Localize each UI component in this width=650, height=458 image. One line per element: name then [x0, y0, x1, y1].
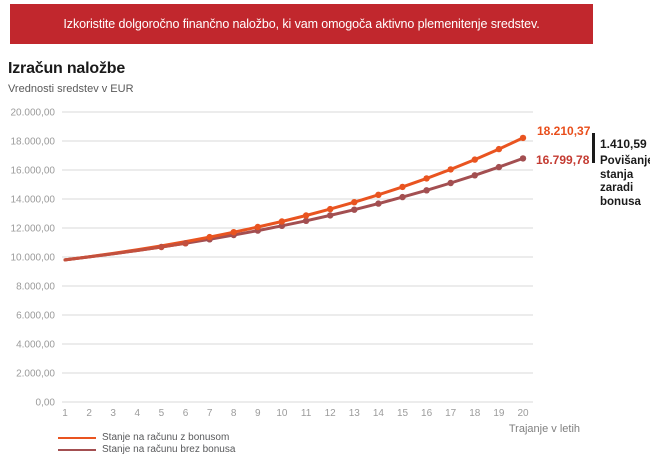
- svg-text:19: 19: [493, 408, 505, 419]
- svg-text:16.000,00: 16.000,00: [11, 166, 56, 177]
- legend-label-with-bonus: Stanje na računu z bonusom: [102, 432, 230, 443]
- legend-item-with-bonus: Stanje na računu z bonusom: [58, 432, 235, 443]
- svg-text:14: 14: [373, 408, 385, 419]
- svg-text:5: 5: [159, 408, 165, 419]
- svg-text:8: 8: [231, 408, 237, 419]
- svg-text:15: 15: [397, 408, 409, 419]
- page-title: Izračun naložbe: [8, 60, 126, 77]
- svg-text:20.000,00: 20.000,00: [11, 108, 56, 119]
- svg-text:0,00: 0,00: [36, 398, 56, 409]
- svg-text:10.000,00: 10.000,00: [11, 253, 56, 264]
- svg-text:Trajanje v letih: Trajanje v letih: [509, 423, 580, 435]
- svg-text:4: 4: [135, 408, 141, 419]
- svg-text:7: 7: [207, 408, 213, 419]
- svg-text:6: 6: [183, 408, 189, 419]
- svg-text:10: 10: [276, 408, 288, 419]
- chart-subtitle: Vrednosti sredstev v EUR: [8, 83, 134, 95]
- svg-text:8.000,00: 8.000,00: [16, 282, 55, 293]
- svg-text:6.000,00: 6.000,00: [16, 311, 55, 322]
- end-value-without-bonus: 16.799,78: [536, 153, 590, 167]
- svg-text:18.000,00: 18.000,00: [11, 137, 56, 148]
- legend-item-without-bonus: Stanje na računu brez bonusa: [58, 444, 235, 455]
- svg-text:20: 20: [517, 408, 529, 419]
- svg-text:13: 13: [349, 408, 361, 419]
- legend-swatch-without-bonus-icon: [58, 448, 96, 451]
- difference-label: Povišanje stanja zaradi bonusa: [600, 155, 650, 208]
- svg-text:1: 1: [62, 408, 68, 419]
- promo-banner-text: Izkoristite dolgoročno finančno naložbo,…: [63, 17, 540, 31]
- promo-banner: Izkoristite dolgoročno finančno naložbo,…: [10, 4, 593, 44]
- svg-text:2.000,00: 2.000,00: [16, 369, 55, 380]
- difference-bracket-bar: [592, 133, 595, 163]
- difference-value: 1.410,59: [600, 137, 647, 151]
- svg-text:2: 2: [86, 408, 92, 419]
- svg-text:16: 16: [421, 408, 433, 419]
- svg-text:9: 9: [255, 408, 261, 419]
- legend-swatch-with-bonus-icon: [58, 436, 96, 439]
- chart-legend: Stanje na računu z bonusom Stanje na rač…: [58, 432, 235, 456]
- svg-text:4.000,00: 4.000,00: [16, 340, 55, 351]
- svg-text:12: 12: [325, 408, 337, 419]
- svg-text:3: 3: [110, 408, 116, 419]
- svg-text:17: 17: [445, 408, 457, 419]
- svg-text:11: 11: [301, 408, 312, 419]
- svg-text:18: 18: [469, 408, 481, 419]
- svg-text:12.000,00: 12.000,00: [11, 224, 56, 235]
- legend-label-without-bonus: Stanje na računu brez bonusa: [102, 444, 236, 455]
- svg-text:14.000,00: 14.000,00: [11, 195, 56, 206]
- end-value-with-bonus: 18.210,37: [537, 124, 591, 138]
